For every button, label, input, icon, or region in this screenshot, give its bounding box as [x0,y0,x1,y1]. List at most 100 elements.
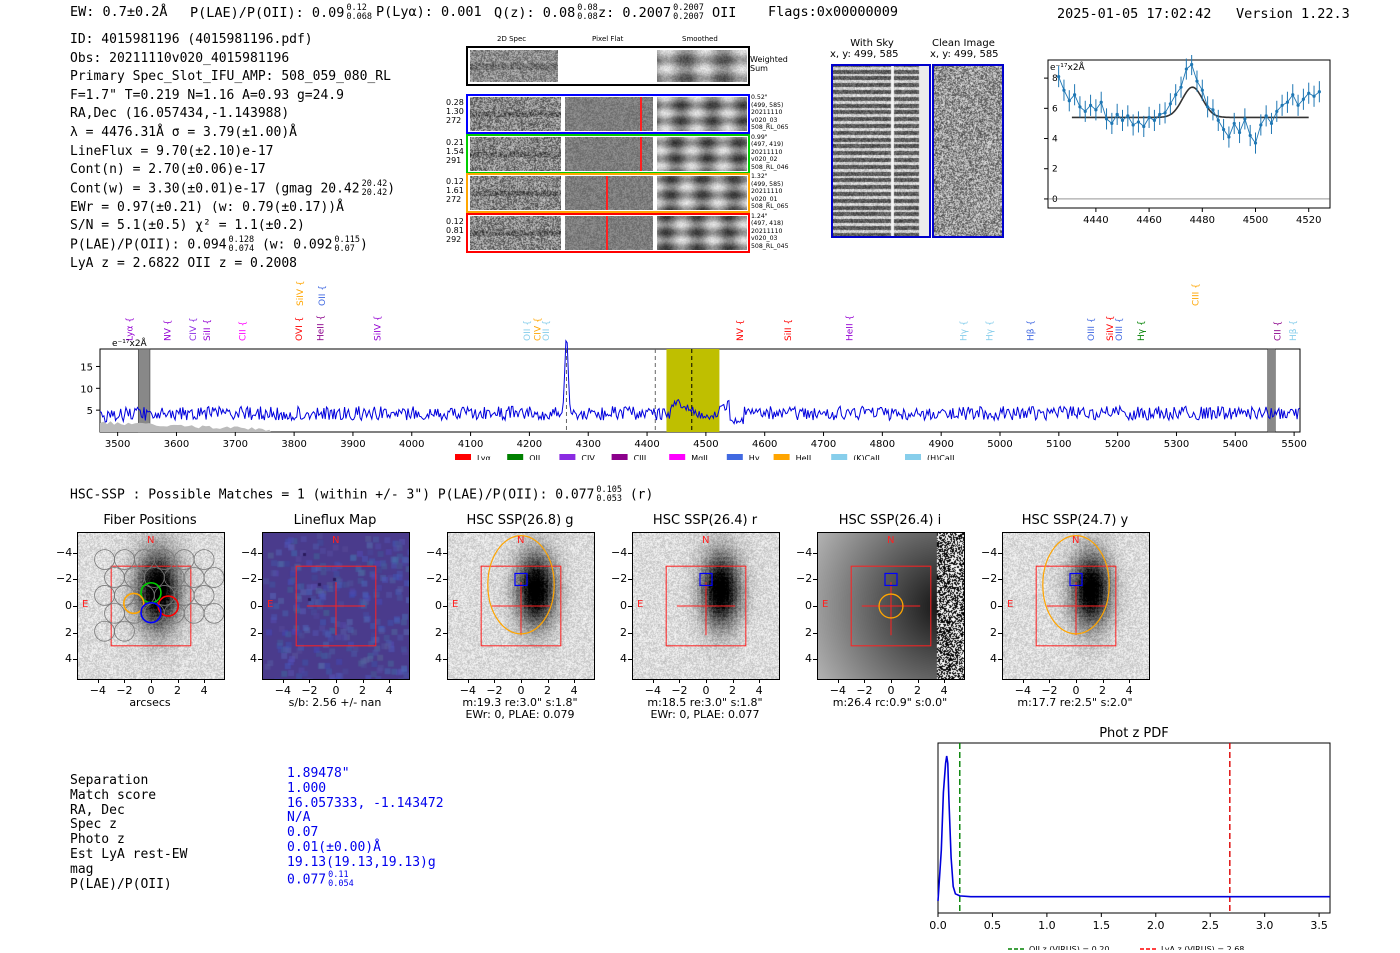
match-lya-ew: 0.01(±0.00)Å [287,839,381,855]
x-tick-label: 2 [1099,684,1107,697]
match-photoz: 0.07 [287,825,319,841]
line-marker: SiII { [203,319,213,341]
source-box [884,572,898,587]
y-tick-label: 4 [65,652,72,666]
y-tick-label: −2 [426,572,443,586]
y-tick-label: −4 [426,545,443,559]
info-lineflux: LineFlux = 9.70(±2.10)e-17 [70,143,274,159]
x-tick [547,679,549,683]
match-label: Est LyA rest-EW [70,846,188,862]
cutout-separator [653,214,657,251]
x-tick-label: 0 [887,684,895,697]
match-label: Spec z [70,817,117,833]
match-label: Photo z [70,832,125,848]
x-tick-label: −2 [671,684,688,697]
tick-label: 5100 [1046,439,1071,450]
fiber-pixelflat-image [565,97,653,131]
clean-image-title: Clean Image [932,38,995,49]
x-tick-label: −4 [829,684,847,697]
line-marker: CII { [1274,321,1284,341]
fiber-cutout-row [466,94,750,134]
tick-label: 3500 [105,439,130,450]
panel-overlay [480,535,562,647]
x-tick [494,679,496,683]
line-label: OII { [542,320,552,341]
x-tick-label: −2 [486,684,503,697]
x-tick [732,679,734,683]
y-tick [628,579,632,581]
data-line [1058,63,1320,145]
cutout-center-line [606,215,608,250]
tick-label: 4100 [458,439,483,450]
x-tick [574,679,576,683]
panel-image [817,532,965,680]
tick-label: 4 [1052,135,1058,145]
panel-caption: m:18.5 re:3.0" s:1.8" [647,696,763,709]
fiber-2dspec-image [470,176,561,210]
line-label: Hβ { [1289,320,1299,341]
tick-label: 2 [1052,165,1058,175]
tick-label: 4400 [634,439,659,450]
weighted-sum-label: Weighted Sum [750,55,788,73]
weighted-sum-2dspec [470,50,558,82]
line-label: CII { [238,321,248,341]
y-tick [998,579,1002,581]
tick-label: 3.5 [1310,919,1328,932]
north-label: N [887,535,895,546]
with-sky-xy: x, y: 499, 585 [830,49,899,60]
tick-label: 4460 [1136,215,1161,226]
y-tick [998,632,1002,634]
fiber-info-line: 20211110 [751,148,783,156]
fiber-circle [183,567,205,588]
fiber-cutout-row [466,212,750,253]
legend-swatch [831,454,848,460]
header-ew: EW: 0.7±0.2Å [70,4,168,20]
fiber-stat: 0.28 [446,98,464,107]
match-plae: 0.077 0.11 0.054 [287,869,354,889]
x-tick [336,679,337,683]
fiber-pixelflat-image [565,176,653,210]
fiber-row-info: 1.32" (499, 585) 20211110 v020_01 508_RL_065 [751,173,789,211]
y-tick [258,606,262,607]
fiber-info-line: v020_03 [751,116,778,124]
y-tick [443,606,447,607]
east-label: E [637,599,644,610]
line-label: OIII { [1087,317,1097,341]
y-tick-label: 0 [65,599,72,612]
x-tick-label: 2 [729,684,737,697]
header-qz: Q(z): 0.08 0.08 0.08 [494,3,598,22]
tick-label: 4900 [928,439,953,450]
info-primary-spec: Primary Spec_Slot_IFU_AMP: 508_059_080_R… [70,69,391,85]
north-label: N [702,535,710,546]
x-tick-label: −4 [89,684,107,697]
tick-label: 10 [80,384,93,395]
y-tick [813,659,817,661]
fiber-info-line: 508_RL_065 [751,203,789,211]
line-label: CII { [1274,321,1284,341]
tick-label: 1.5 [1093,919,1111,932]
info-block: ID: 4015981196 (4015981196.pdf) Obs: 202… [70,31,395,274]
line-label: SiII { [203,319,213,341]
header-version: Version 1.22.3 [1236,6,1350,22]
panel-caption: m:26.4 rc:0.9" s:0.0" [832,696,948,709]
aperture-box [665,565,747,647]
cutout-center-line [606,176,608,210]
y-tick-label: 0 [435,599,442,612]
line-label: CIV { [189,317,199,341]
y-tick [443,552,447,554]
x-tick-label: 0 [332,684,340,697]
x-tick [864,679,866,683]
info-sn: S/N = 5.1(±0.5) χ² = 1.1(±0.2) [70,218,305,234]
y-tick [998,659,1002,661]
fiber-circle [153,585,175,606]
info-fiber-params: F=1.7" T=0.219 N=1.16 A=0.93 g=24.9 [70,87,344,103]
line-marker: OIII { [1115,317,1125,341]
panel-title: HSC SSP(26.8) g [466,513,574,528]
y-axis-label: e⁻¹⁷x2Å [112,337,148,349]
x-tick-label: 4 [755,684,763,697]
y-tick [628,606,632,607]
x-tick-label: 2 [174,684,182,697]
y-tick-label: −4 [611,545,628,559]
legend-swatch [905,454,921,460]
tick-label: 3800 [281,439,306,450]
